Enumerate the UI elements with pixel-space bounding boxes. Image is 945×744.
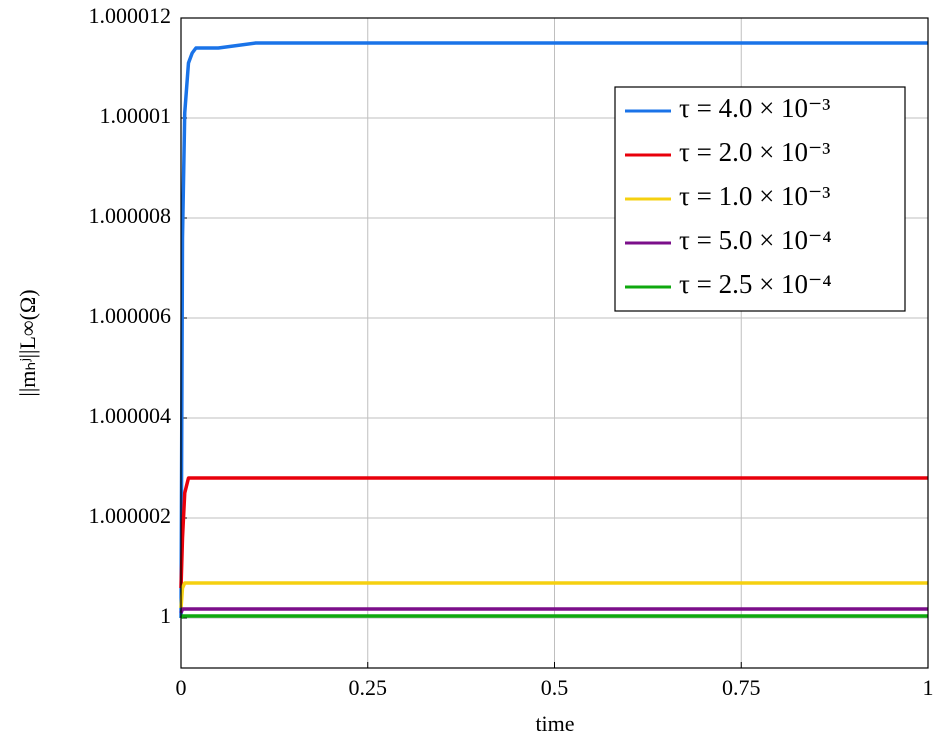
data-line — [179, 607, 928, 614]
y-tick-label: 1.000012 — [89, 3, 172, 28]
data-line — [179, 581, 928, 609]
data-line — [179, 614, 928, 620]
x-tick-label: 0 — [176, 675, 187, 700]
legend-label: τ = 2.5 × 10⁻⁴ — [679, 269, 832, 299]
legend-label: τ = 5.0 × 10⁻⁴ — [679, 225, 832, 255]
y-tick-label: 1.00001 — [100, 103, 172, 128]
y-axis-label: ||mₕʲ||L∞(Ω) — [15, 289, 40, 396]
y-tick-label: 1.000004 — [89, 403, 172, 428]
plot-frame — [180, 17, 929, 669]
y-tick-label: 1 — [160, 603, 171, 628]
legend-label: τ = 1.0 × 10⁻³ — [679, 181, 830, 211]
y-tick-label: 1.000008 — [89, 203, 172, 228]
legend-label: τ = 2.0 × 10⁻³ — [679, 137, 830, 167]
legend: τ = 4.0 × 10⁻³ τ = 2.0 × 10⁻³ τ = 1.0 × 10… — [614, 86, 906, 312]
data-line — [179, 41, 928, 619]
x-tick-label: 1 — [923, 675, 934, 700]
y-tick-label: 1.000006 — [89, 303, 172, 328]
x-tick-label: 0.5 — [541, 675, 569, 700]
x-tick-label: 0.75 — [722, 675, 761, 700]
x-axis-label: time — [535, 711, 574, 736]
y-tick-label: 1.000002 — [89, 503, 172, 528]
data-line — [179, 476, 928, 589]
x-tick-label: 0.25 — [349, 675, 388, 700]
legend-label: τ = 4.0 × 10⁻³ — [679, 93, 830, 123]
